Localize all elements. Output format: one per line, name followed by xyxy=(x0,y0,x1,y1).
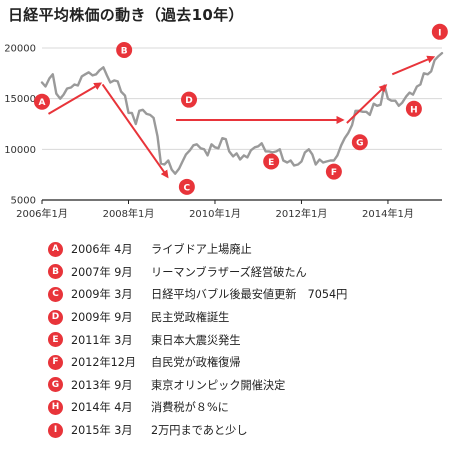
legend-text: ライブドア上場廃止 xyxy=(151,243,252,257)
x-tick-label: 2010年1月 xyxy=(189,207,241,220)
legend-item: H 2014年 4月 消費税が８%に xyxy=(48,396,347,419)
x-tick-label: 2012年1月 xyxy=(276,207,328,220)
event-marker-g xyxy=(351,134,368,151)
event-marker-label: E xyxy=(268,158,274,168)
legend-text: 東日本大震災発生 xyxy=(151,333,241,347)
legend-date: 2009年 3月 xyxy=(71,288,133,302)
nikkei-series-line xyxy=(40,51,444,175)
legend-text: 消費税が８%に xyxy=(151,401,229,415)
legend-item: G 2013年 9月 東京オリンピック開催決定 xyxy=(48,374,347,397)
legend-item: F 2012年12月 自民党が政権復帰 xyxy=(48,351,347,374)
x-tick-label: 2014年1月 xyxy=(362,207,414,220)
legend-text: 自民党が政権復帰 xyxy=(151,356,241,370)
trend-arrow xyxy=(391,55,436,76)
event-marker-e xyxy=(263,153,280,170)
legend-item: E 2011年 3月 東日本大震災発生 xyxy=(48,328,347,351)
event-marker-b xyxy=(116,42,133,59)
x-tick-label: 2006年1月 xyxy=(16,207,68,220)
legend-text: 日経平均バブル後最安値更新 7054円 xyxy=(151,288,348,302)
legend-badge: C xyxy=(48,286,63,302)
legend-item: C 2009年 3月 日経平均バブル後最安値更新 7054円 xyxy=(48,283,347,306)
event-marker-a xyxy=(34,93,50,110)
stock-line-chart: 5000 10000 15000 20000 2006年1月 2008年1月 2010年1月… xyxy=(4,23,448,220)
event-marker-label: A xyxy=(39,98,46,108)
event-marker-f xyxy=(325,163,342,180)
y-tick-label: 20000 xyxy=(4,44,36,55)
legend-date: 2015年 3月 xyxy=(71,424,133,438)
event-marker-label: G xyxy=(356,139,363,149)
event-marker-d xyxy=(181,91,198,108)
legend-date: 2012年12月 xyxy=(71,356,137,370)
y-tick-label: 10000 xyxy=(4,145,36,156)
legend-badge: D xyxy=(48,309,63,325)
legend-item: A 2006年 4月 ライブドア上場廃止 xyxy=(48,238,347,261)
chart-title: 日経平均株価の動き（過去10年） xyxy=(8,6,244,24)
legend-item: D 2009年 9月 民主党政権誕生 xyxy=(48,306,347,329)
legend-date: 2011年 3月 xyxy=(71,333,133,347)
legend-date: 2013年 9月 xyxy=(71,378,133,392)
legend-badge: I xyxy=(48,422,63,438)
legend-badge: G xyxy=(48,377,63,393)
y-tick-label: 5000 xyxy=(11,196,36,207)
trend-arrow xyxy=(346,84,388,124)
event-marker-label: H xyxy=(410,105,418,115)
event-marker-c xyxy=(178,178,195,195)
event-marker-label: I xyxy=(438,28,441,38)
event-marker-i xyxy=(431,23,448,40)
y-tick-label: 15000 xyxy=(4,94,36,105)
legend-badge: A xyxy=(48,241,63,257)
x-tick-label: 2008年1月 xyxy=(103,207,155,220)
legend-badge: E xyxy=(48,332,63,348)
legend-date: 2006年 4月 xyxy=(71,243,133,257)
legend-item: I 2015年 3月 2万円まであと少し xyxy=(48,419,347,442)
legend-date: 2007年 9月 xyxy=(71,265,133,279)
event-marker-h xyxy=(405,100,422,117)
trend-arrow xyxy=(47,82,103,115)
legend-badge: H xyxy=(48,399,63,415)
event-marker-label: F xyxy=(331,168,337,178)
legend-text: 2万円まであと少し xyxy=(151,424,248,438)
event-marker-label: D xyxy=(185,96,192,106)
legend-text: リーマンブラザーズ経営破たん xyxy=(151,265,307,279)
legend-badge: F xyxy=(48,354,63,370)
legend-text: 東京オリンピック開催決定 xyxy=(151,378,286,392)
legend-text: 民主党政権誕生 xyxy=(151,311,230,325)
legend-item: B 2007年 9月 リーマンブラザーズ経営破たん xyxy=(48,261,347,284)
legend-date: 2009年 9月 xyxy=(71,311,133,325)
event-marker-label: C xyxy=(184,183,191,193)
event-legend: A 2006年 4月 ライブドア上場廃止 B 2007年 9月 リーマンブラザーズ経営破た… xyxy=(48,238,347,441)
trend-arrow xyxy=(101,83,169,179)
legend-badge: B xyxy=(48,264,63,280)
legend-date: 2014年 4月 xyxy=(71,401,133,415)
event-marker-label: B xyxy=(121,47,128,57)
